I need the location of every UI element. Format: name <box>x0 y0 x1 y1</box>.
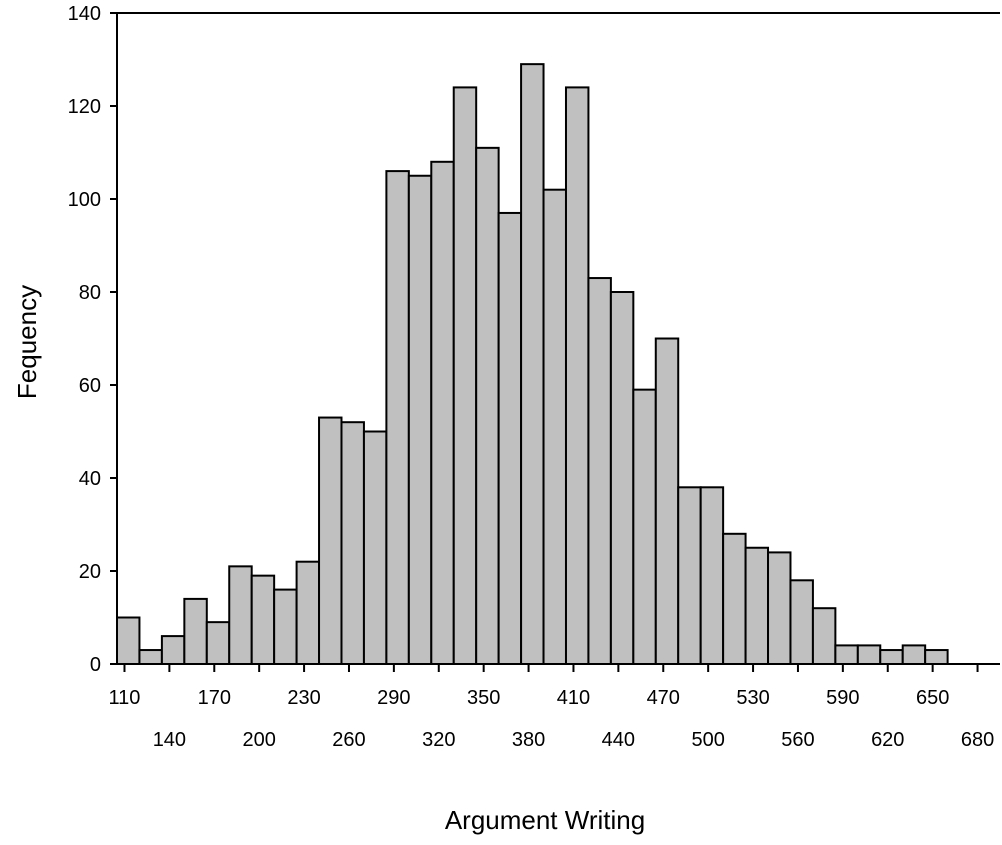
y-tick-label: 80 <box>79 282 101 304</box>
y-tick-label: 140 <box>68 3 101 25</box>
x-tick-label: 590 <box>826 687 859 709</box>
x-tick-label: 650 <box>916 687 949 709</box>
x-tick-label: 110 <box>109 687 141 709</box>
y-tick-label: 60 <box>79 375 101 397</box>
x-tick-label: 620 <box>871 729 904 751</box>
histogram-bar <box>587 277 612 665</box>
histogram-bar <box>318 416 343 665</box>
histogram-bar <box>160 635 186 665</box>
histogram-bar <box>273 588 298 665</box>
histogram-bar <box>744 546 770 665</box>
x-tick-label: 290 <box>377 687 410 709</box>
x-tick-label: 260 <box>332 729 365 751</box>
x-tick-label: 530 <box>736 687 769 709</box>
histogram-bar <box>407 174 433 665</box>
histogram-bar <box>362 430 388 665</box>
histogram-bar <box>520 63 545 665</box>
histogram-bar <box>205 621 231 666</box>
histogram-bar <box>677 486 702 665</box>
histogram-bar <box>811 607 837 666</box>
x-tick-label: 200 <box>242 729 275 751</box>
histogram-bar <box>834 644 859 666</box>
x-tick-label: 410 <box>557 687 590 709</box>
x-tick-label: 560 <box>781 729 814 751</box>
histogram-bar <box>789 579 814 665</box>
histogram-bar <box>452 86 478 665</box>
x-ticks: 110 170 230 290 350 410 470 530 590 650 140 200 260 3… <box>109 664 994 751</box>
bars-layer <box>116 63 949 666</box>
histogram-bar <box>699 486 725 665</box>
histogram-bar <box>856 644 882 666</box>
x-tick-label: 440 <box>602 729 635 751</box>
x-tick-label: 230 <box>287 687 320 709</box>
y-tick-label: 20 <box>79 561 101 583</box>
y-tick-label: 40 <box>79 468 101 490</box>
histogram-bar <box>767 551 792 666</box>
histogram-bar <box>385 170 410 665</box>
histogram-bar <box>564 86 590 665</box>
x-tick-label: 380 <box>512 729 545 751</box>
histogram-bar <box>250 574 276 666</box>
histogram-bar <box>138 649 163 665</box>
y-ticks: 0 20 40 60 80 100 120 140 <box>68 3 117 676</box>
x-tick-label: 170 <box>198 687 231 709</box>
histogram-bar <box>116 616 141 665</box>
y-axis-title: Fequency <box>12 285 42 399</box>
x-tick-label: 140 <box>153 729 186 751</box>
x-tick-label: 320 <box>422 729 455 751</box>
histogram-bar <box>228 565 253 665</box>
histogram-bar <box>654 337 680 665</box>
x-tick-label: 500 <box>691 729 724 751</box>
histogram-bar <box>632 388 657 665</box>
histogram-bar <box>295 560 321 666</box>
histogram-bar <box>340 421 365 666</box>
histogram-bar <box>879 649 904 665</box>
y-tick-label: 120 <box>68 96 101 118</box>
histogram-bar <box>722 532 747 665</box>
y-tick-label: 100 <box>68 189 101 211</box>
histogram-bar <box>430 160 455 666</box>
x-tick-label: 470 <box>647 687 680 709</box>
histogram-bar <box>924 649 949 665</box>
x-tick-label: 350 <box>467 687 500 709</box>
histogram-bar <box>497 211 523 665</box>
histogram-bar <box>542 188 567 665</box>
y-tick-label: 0 <box>90 654 101 676</box>
histogram-bar <box>475 146 500 666</box>
histogram-bar <box>183 597 208 666</box>
histogram-bar <box>609 291 635 665</box>
x-axis-title: Argument Writing <box>445 805 645 835</box>
axes-layer <box>116 12 1000 665</box>
histogram-bar <box>901 644 927 666</box>
x-tick-label: 680 <box>961 729 994 751</box>
